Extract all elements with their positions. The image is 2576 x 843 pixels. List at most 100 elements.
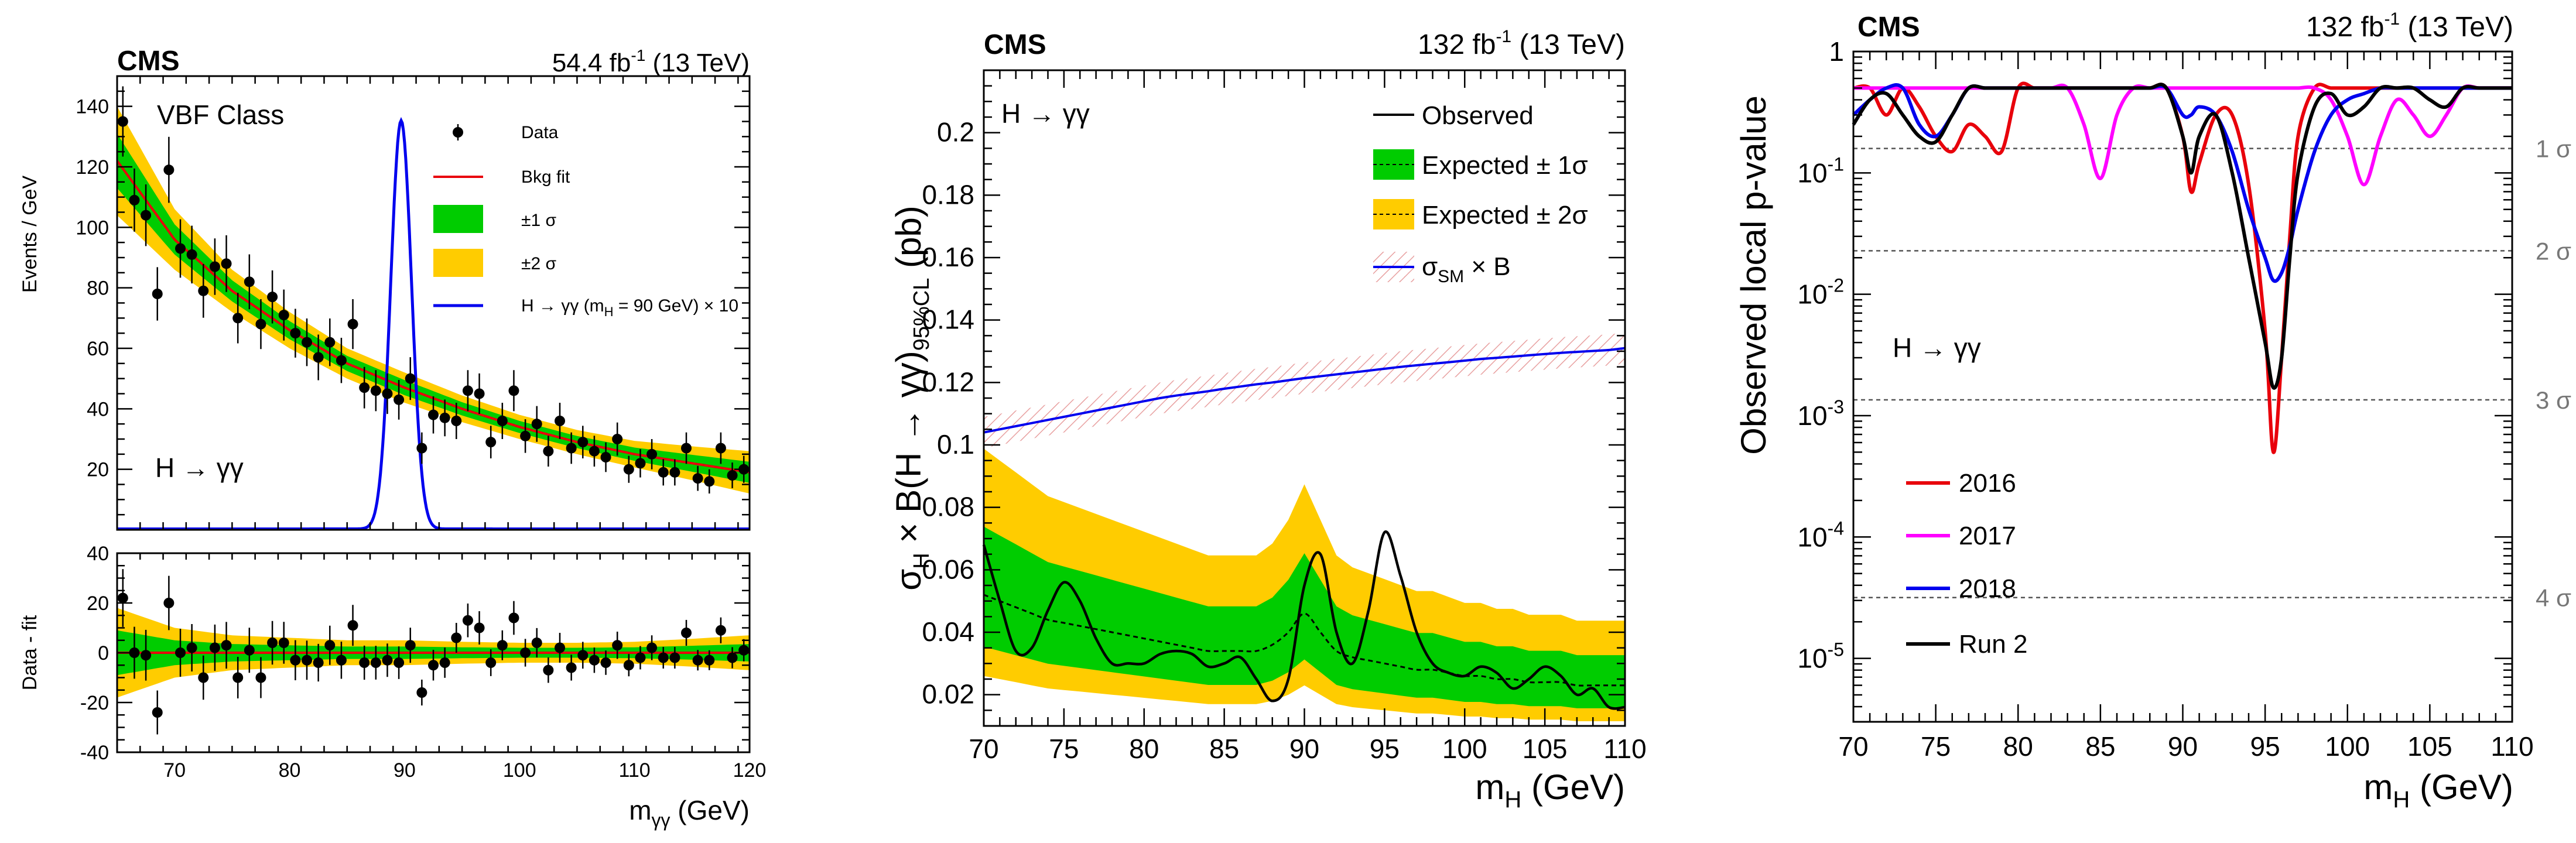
p1-ytick-label: 120 <box>76 156 109 179</box>
p1-data-point <box>232 313 244 324</box>
p1-ratio-point <box>175 647 186 658</box>
p1-data-point <box>497 416 508 426</box>
p1-ratio-point <box>715 625 726 636</box>
p3-legend: 2016 2017 2018 Run 2 <box>1906 469 2027 659</box>
p1-ratio-point <box>428 660 439 671</box>
p1-data-point <box>255 318 266 330</box>
p2-ytick-label: 0.14 <box>922 304 974 335</box>
p1-legend-signal-text: H → γγ (mH = 90 GeV) × 10 <box>521 296 738 319</box>
p1-data-point <box>485 437 497 448</box>
p1-data-point <box>129 194 140 205</box>
p2-process-label: H → γγ <box>1001 98 1090 129</box>
p1-ratio-point <box>439 657 450 668</box>
p1-ratio-point <box>232 672 244 683</box>
p2-xtick-label: 90 <box>1289 734 1319 764</box>
p2-xtick-label: 80 <box>1129 734 1159 764</box>
p1-ratio-point <box>209 642 220 653</box>
p2-xtick-label: 100 <box>1442 734 1487 764</box>
p1-ytick-label: 40 <box>87 398 109 420</box>
p2-legend-sm-text: σSM × B <box>1422 252 1511 286</box>
p1-data-point <box>704 476 715 487</box>
p1-ytick-label: 60 <box>87 338 109 360</box>
p1-cms-label: CMS <box>117 46 180 77</box>
p1-data-point <box>359 382 370 393</box>
p3-xtick-label: 105 <box>2407 731 2452 762</box>
p1-ratio-point <box>623 660 634 671</box>
p1-ratio-point <box>669 652 680 663</box>
p3-ytick-label: 10-2 <box>1797 275 1844 310</box>
p3-series-run-2 <box>1852 83 2512 390</box>
p1-data-point <box>439 412 450 423</box>
p1-ratio-point <box>462 615 473 626</box>
p1-data-point <box>394 394 405 405</box>
p2-legend: Observed Expected ± 1σ Expected ± 2σ σSM… <box>1373 101 1588 286</box>
p2-cms-label: CMS <box>984 29 1046 60</box>
p1-ytick-label: 20 <box>87 459 109 481</box>
p2-yticks: 0.02 0.04 0.06 0.08 0.1 0.12 0.14 0.16 0.18 0.2 <box>922 69 1625 727</box>
p1-ratio-ytick-label: -40 <box>80 742 109 764</box>
p1-ratio-point <box>485 657 497 668</box>
p1-data-point <box>267 292 278 303</box>
p1-data-point <box>336 355 347 366</box>
p1-lumi: 54.4 fb-1 (13 TeV) <box>552 46 750 77</box>
panel1-bottom: -40 -20 0 20 40 70 80 90 100 110 120 Data - fit m… <box>19 543 766 831</box>
p1-ratio-point <box>129 647 140 658</box>
p1-ratio-point <box>198 672 209 683</box>
p3-sigma-label: 2 σ <box>2536 237 2571 265</box>
p1-ratio-point <box>313 657 324 668</box>
p1-ratio-point <box>347 620 358 631</box>
p1-ratio-point <box>692 654 703 666</box>
p2-xticks: 70 75 80 85 90 95 100 105 110 <box>969 70 1647 764</box>
p1-ratio-point <box>497 640 508 651</box>
p1-data-point <box>175 243 186 254</box>
p3-sigma-lines <box>1853 148 2512 598</box>
p1-data-point <box>658 467 669 478</box>
p1-data-points <box>117 86 750 494</box>
p1-category-label: VBF Class <box>157 100 284 130</box>
p2-bands <box>984 333 1625 721</box>
p1-xtick-label: 110 <box>619 759 651 782</box>
p1-legend-1sigma-box <box>433 205 483 233</box>
p1-ratio-point <box>163 598 175 608</box>
p1-legend-2sigma-box <box>433 249 483 277</box>
p3-legend-2018-text: 2018 <box>1959 574 2016 603</box>
p3-xlabel: mH (GeV) <box>2363 767 2513 813</box>
p2-xtick-label: 105 <box>1523 734 1568 764</box>
p3-ytick-label: 10-3 <box>1797 396 1844 431</box>
p1-ratio-point <box>267 638 278 648</box>
p2-legend-exp2-text: Expected ± 2σ <box>1422 201 1588 229</box>
p2-ytick-label: 0.2 <box>937 117 974 148</box>
p3-sigma-labels: 1 σ 2 σ 3 σ 4 σ <box>2536 135 2571 612</box>
p1-ratio-point <box>451 632 462 643</box>
p1-ratio-yticks: -40 -20 0 20 40 <box>80 543 750 764</box>
p3-ytick-label: 10-4 <box>1797 518 1844 552</box>
p1-ratio-point <box>474 622 485 633</box>
p2-ytick-label: 0.08 <box>922 492 974 522</box>
p3-lumi: 132 fb-1 (13 TeV) <box>2306 9 2513 43</box>
p1-ratio-point <box>336 654 347 666</box>
p2-expected-line <box>983 594 1625 687</box>
p1-data-point <box>635 458 646 469</box>
p1-ytick-label: 140 <box>76 96 109 118</box>
p1-data-point <box>681 443 692 454</box>
p1-ratio-ytick-label: -20 <box>80 692 109 714</box>
p1-legend-data-marker <box>453 127 463 138</box>
p1-data-point <box>577 437 589 448</box>
p1-data-point <box>566 443 577 454</box>
p1-ratio-point <box>278 638 289 648</box>
p3-xtick-label: 75 <box>1921 731 1951 762</box>
p3-series-2017 <box>1853 83 2512 187</box>
p1-ratio-ytick-label: 20 <box>87 592 109 615</box>
p1-xtick-label: 120 <box>733 759 767 782</box>
p1-data-point <box>727 470 738 481</box>
p3-xtick-label: 80 <box>2003 731 2033 762</box>
p3-xtick-label: 95 <box>2250 731 2280 762</box>
p1-ratio-point <box>508 612 519 623</box>
p1-xtick-label: 90 <box>394 759 416 782</box>
p1-data-point <box>313 352 324 363</box>
p2-xtick-label: 110 <box>1603 734 1646 764</box>
p2-xtick-label: 70 <box>969 734 998 764</box>
p1-ratio-point <box>186 642 197 653</box>
p1-ytick-label: 100 <box>76 217 109 239</box>
